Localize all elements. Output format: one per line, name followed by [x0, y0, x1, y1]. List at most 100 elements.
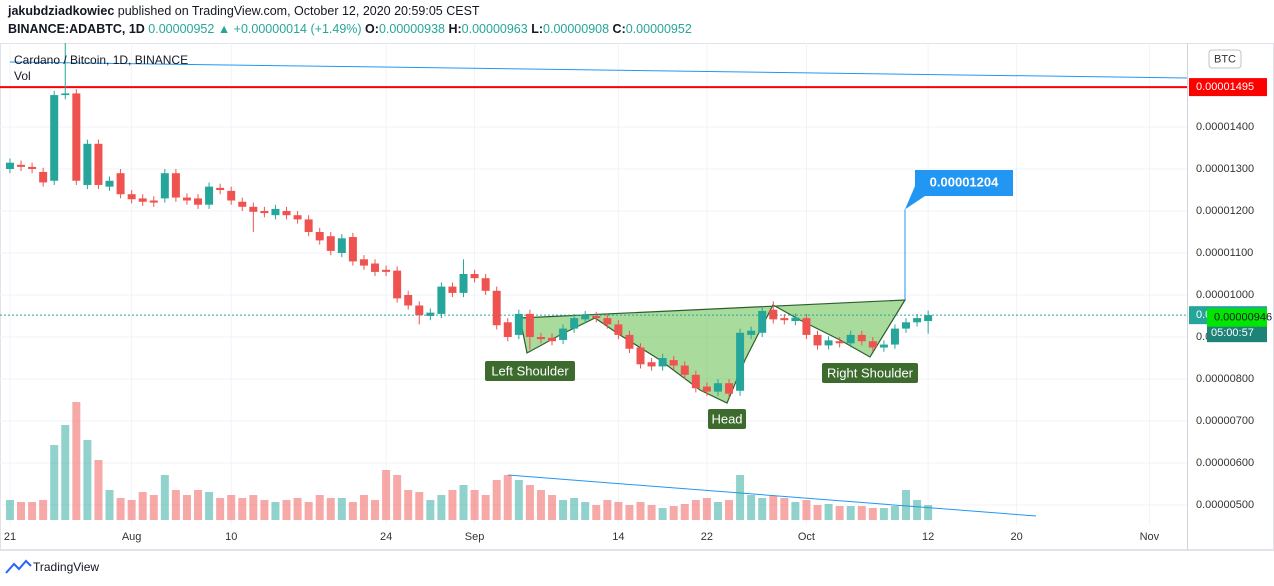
volume-bar — [680, 504, 689, 520]
volume-bar — [216, 498, 225, 520]
y-tick-label: 0.00001200 — [1196, 205, 1254, 217]
candle-body — [72, 93, 81, 181]
candle-body — [902, 322, 911, 329]
candle-body — [835, 341, 844, 344]
x-tick-label: Aug — [122, 531, 142, 543]
currency[interactable]: BTC — [1214, 53, 1236, 65]
volume-bar — [61, 425, 70, 520]
volume-bar — [171, 490, 180, 520]
axis-price-label: 0.00000946 — [1214, 312, 1272, 324]
candle-body — [890, 328, 899, 345]
volume-bar — [404, 490, 413, 520]
candle-body — [448, 286, 457, 293]
volume-bar — [581, 502, 590, 520]
volume-bar — [227, 495, 236, 520]
candle-body — [481, 278, 490, 291]
volume-bar — [72, 402, 81, 520]
candle-body — [94, 143, 103, 185]
candle-body — [625, 334, 634, 349]
volume-bar — [5, 500, 14, 520]
c: 0.00000952 — [626, 22, 692, 36]
volume-bar — [116, 498, 125, 520]
volume-bar — [669, 506, 678, 520]
volume-bar — [337, 498, 346, 520]
axis-price-box — [1189, 78, 1267, 97]
candle-body — [536, 337, 545, 340]
candle-body — [227, 190, 236, 201]
x-tick-label: Sep — [465, 531, 485, 543]
candle-body — [138, 198, 147, 202]
h-label: H: — [448, 22, 461, 36]
y-tick-label: 0.00000500 — [1196, 499, 1254, 511]
volume-bar — [636, 502, 645, 520]
volume-bar — [691, 500, 700, 520]
candle-body — [603, 318, 612, 325]
candle-body — [359, 259, 368, 266]
volume-bar — [393, 475, 402, 520]
volume-bar — [470, 490, 479, 520]
candle-body — [570, 318, 579, 329]
candle-body — [182, 197, 191, 201]
volume-bar — [548, 495, 557, 520]
volume-bar — [50, 445, 59, 520]
volume-bar — [382, 470, 391, 520]
candle-body — [426, 312, 435, 316]
candle-body — [592, 316, 601, 319]
volume-bar — [857, 506, 866, 520]
currency-button[interactable] — [1208, 49, 1242, 69]
candle-body — [17, 164, 26, 167]
x-tick-label: Oct — [798, 531, 815, 543]
volume-bar — [182, 495, 191, 520]
volume-bar — [736, 475, 745, 520]
volume-bar — [481, 495, 490, 520]
candle-body — [846, 334, 855, 344]
o-label: O: — [365, 22, 379, 36]
header-line: jakubdziadkowiec published on TradingVie… — [7, 4, 480, 18]
candle-body — [249, 206, 258, 212]
candle-body — [680, 365, 689, 375]
annotation: Right Shoulder — [827, 365, 914, 380]
x-tick-label: 24 — [380, 531, 392, 543]
candle-body — [802, 318, 811, 335]
frame — [0, 43, 1274, 550]
volume-bar — [791, 502, 800, 520]
volume-bar — [138, 492, 147, 520]
candle-body — [5, 162, 14, 169]
volume-bar — [758, 498, 767, 520]
y-tick-label: 0.00000700 — [1196, 415, 1254, 427]
candle-body — [382, 269, 391, 272]
volume-bar — [890, 506, 899, 520]
volume-bar — [17, 502, 26, 520]
candle-body — [636, 347, 645, 365]
l-label: L: — [531, 22, 543, 36]
volume-bar — [813, 505, 822, 520]
y-tick-label: 0.00000600 — [1196, 457, 1254, 469]
candle-body — [149, 200, 158, 203]
candle-body — [736, 332, 745, 391]
candle-body — [725, 383, 734, 394]
candle-body — [492, 290, 501, 326]
volume-bar — [835, 506, 844, 520]
footer: TradingView — [33, 560, 99, 574]
candle-body — [924, 315, 933, 322]
countdown-box — [1207, 324, 1267, 343]
volume-bar — [282, 500, 291, 520]
logo — [5, 559, 32, 574]
volume-trend-line — [507, 474, 1037, 517]
candle-body — [702, 386, 711, 392]
header: jakubdziadkowiec published on TradingVie… — [7, 4, 692, 36]
volume-bar — [315, 495, 324, 520]
candle-body — [691, 374, 700, 389]
candle-body — [293, 215, 302, 220]
x-tick-label: 14 — [612, 531, 624, 543]
volume-bar — [260, 500, 269, 520]
symbol: BINANCE:ADABTC, 1D — [8, 22, 145, 36]
c-label: C: — [613, 22, 626, 36]
countdown: 05:00:57 — [1211, 327, 1254, 339]
candle-body — [857, 334, 866, 342]
callout — [905, 170, 1013, 210]
volume-bar — [802, 500, 811, 520]
volume-bar — [304, 502, 313, 520]
callout-label: 0.00001204 — [930, 174, 999, 189]
volume-bar — [503, 475, 512, 520]
